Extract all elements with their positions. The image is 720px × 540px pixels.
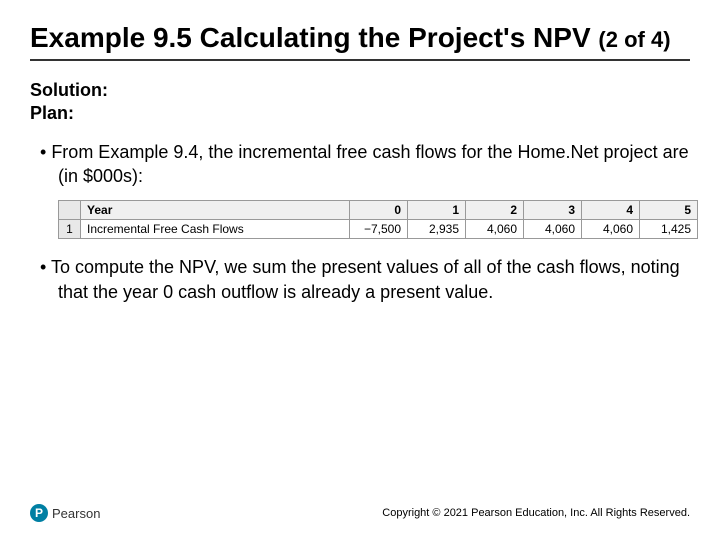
bullet-2: To compute the NPV, we sum the present v…: [30, 255, 690, 304]
value-0: −7,500: [350, 220, 408, 239]
year-4: 4: [582, 201, 640, 220]
title-sub: (2 of 4): [598, 27, 670, 52]
year-1: 1: [408, 201, 466, 220]
year-2: 2: [466, 201, 524, 220]
year-5: 5: [640, 201, 698, 220]
value-3: 4,060: [524, 220, 582, 239]
subheading: Solution: Plan:: [30, 79, 690, 126]
value-4: 4,060: [582, 220, 640, 239]
table-header-row: Year 0 1 2 3 4 5: [59, 201, 698, 220]
logo-text: Pearson: [52, 506, 100, 521]
year-0: 0: [350, 201, 408, 220]
row-number: 1: [59, 220, 81, 239]
value-2: 4,060: [466, 220, 524, 239]
logo-icon: P: [30, 504, 48, 522]
slide-title: Example 9.5 Calculating the Project's NP…: [30, 20, 690, 55]
year-3: 3: [524, 201, 582, 220]
footer: P Pearson Copyright © 2021 Pearson Educa…: [30, 504, 690, 522]
year-label: Year: [81, 201, 350, 220]
table-row: 1 Incremental Free Cash Flows −7,500 2,9…: [59, 220, 698, 239]
title-main: Example 9.5 Calculating the Project's NP…: [30, 22, 591, 53]
subhead-solution: Solution:: [30, 79, 690, 102]
value-1: 2,935: [408, 220, 466, 239]
row-label: Incremental Free Cash Flows: [81, 220, 350, 239]
value-5: 1,425: [640, 220, 698, 239]
pearson-logo: P Pearson: [30, 504, 100, 522]
header-blank: [59, 201, 81, 220]
copyright-text: Copyright © 2021 Pearson Education, Inc.…: [382, 507, 690, 519]
bullet-1: From Example 9.4, the incremental free c…: [30, 140, 690, 189]
cashflow-table: Year 0 1 2 3 4 5 1 Incremental Free Cash…: [58, 200, 698, 239]
subhead-plan: Plan:: [30, 102, 690, 125]
